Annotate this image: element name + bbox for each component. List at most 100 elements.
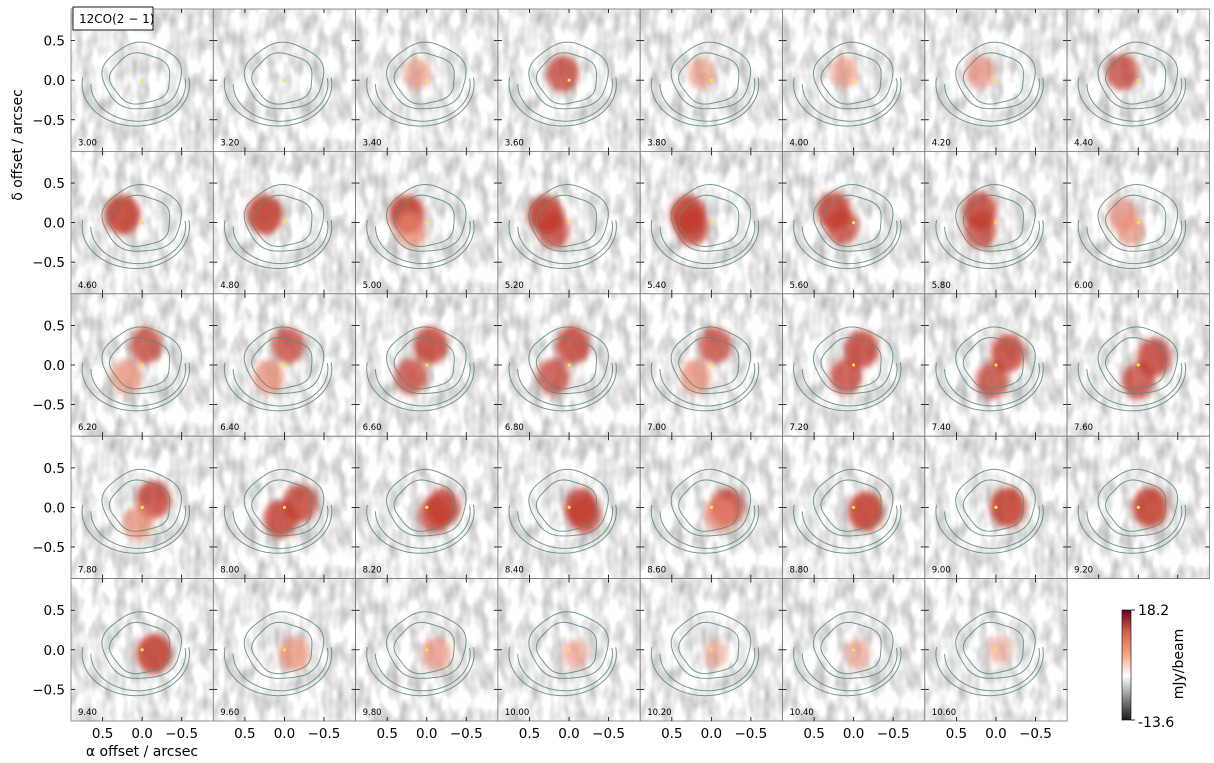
channel-panel: 8.40 bbox=[498, 436, 640, 578]
emission-blob bbox=[848, 491, 884, 531]
x-tick-label: 0.5 bbox=[234, 726, 255, 742]
channel-velocity-label: 8.20 bbox=[363, 566, 382, 576]
channel-velocity-label: 4.20 bbox=[932, 138, 951, 148]
channel-velocity-label: 5.80 bbox=[932, 281, 951, 291]
channel-velocity-label: 4.40 bbox=[1074, 138, 1093, 148]
x-axis-label: α offset / arcsec bbox=[86, 744, 198, 760]
channel-panel: 3.20 bbox=[213, 9, 355, 151]
x-tick-label: 0.5 bbox=[661, 726, 682, 742]
y-tick-label: −0.5 bbox=[32, 682, 65, 698]
star-marker bbox=[1137, 506, 1140, 509]
star-marker bbox=[141, 648, 144, 651]
y-tick-label: 0.5 bbox=[44, 34, 65, 50]
channel-velocity-label: 7.00 bbox=[647, 423, 666, 433]
y-tick-label: −0.5 bbox=[32, 398, 65, 414]
channel-velocity-label: 6.00 bbox=[1074, 281, 1093, 291]
channel-panel: 5.00 bbox=[356, 151, 498, 293]
channel-panel: 8.60 bbox=[640, 436, 782, 578]
y-tick-label: 0.0 bbox=[44, 73, 65, 89]
channel-velocity-label: 8.60 bbox=[647, 566, 666, 576]
y-tick-label: 0.0 bbox=[44, 643, 65, 659]
colorbar-gradient bbox=[1122, 610, 1131, 720]
x-tick-label: 0.0 bbox=[701, 726, 722, 742]
emission-blob bbox=[703, 639, 728, 668]
channel-velocity-label: 5.00 bbox=[363, 281, 382, 291]
channel-velocity-label: 10.60 bbox=[932, 708, 956, 718]
channel-panel: 3.60 bbox=[498, 9, 640, 151]
emission-blob bbox=[395, 213, 426, 248]
star-marker bbox=[568, 648, 571, 651]
colorbar-min-label: -13.6 bbox=[1138, 715, 1174, 731]
channel-velocity-label: 4.80 bbox=[220, 281, 239, 291]
emission-blob bbox=[537, 359, 570, 396]
emission-blob bbox=[272, 327, 305, 364]
x-tick-label: 0.0 bbox=[274, 726, 295, 742]
star-marker bbox=[425, 648, 428, 651]
emission-blob bbox=[395, 359, 428, 396]
channel-panel: 5.40 bbox=[640, 151, 782, 293]
channel-panel: 7.00 bbox=[640, 294, 782, 436]
channel-velocity-label: 8.00 bbox=[220, 566, 239, 576]
channel-velocity-label: 6.80 bbox=[505, 423, 524, 433]
emission-blob bbox=[136, 634, 172, 674]
x-tick-label: −0.5 bbox=[877, 726, 910, 742]
channel-velocity-label: 6.20 bbox=[78, 423, 97, 433]
channel-panel: 9.00 bbox=[925, 436, 1067, 578]
channel-panel: 10.40 0.5 0.0 −0.5 bbox=[783, 579, 925, 742]
channel-panel: 9.60 0.5 0.0 −0.5 bbox=[213, 579, 355, 742]
x-tick-label: −0.5 bbox=[1019, 726, 1052, 742]
y-tick-label: −0.5 bbox=[32, 255, 65, 271]
channel-velocity-label: 10.00 bbox=[505, 708, 529, 718]
channel-panel: 8.80 bbox=[783, 436, 925, 578]
channel-panel: 4.20 bbox=[925, 9, 1067, 151]
x-tick-label: 0.0 bbox=[985, 726, 1006, 742]
star-marker bbox=[1137, 79, 1140, 82]
channel-velocity-label: 9.80 bbox=[363, 708, 382, 718]
x-tick-label: 0.5 bbox=[92, 726, 113, 742]
star-marker bbox=[852, 506, 855, 509]
channel-panel: 7.40 bbox=[925, 294, 1067, 436]
channel-velocity-label: 6.60 bbox=[363, 423, 382, 433]
channel-panel: 4.00 bbox=[783, 9, 925, 151]
y-tick-label: −0.5 bbox=[32, 113, 65, 129]
channel-velocity-label: 7.80 bbox=[78, 566, 97, 576]
line-label-text: 12CO(2 − 1) bbox=[79, 12, 154, 26]
star-marker bbox=[710, 363, 713, 366]
star-marker bbox=[283, 221, 286, 224]
emission-blob bbox=[829, 359, 862, 396]
channel-panel: 5.60 bbox=[783, 151, 925, 293]
channel-velocity-label: 3.80 bbox=[647, 138, 666, 148]
channel-velocity-label: 3.60 bbox=[505, 138, 524, 148]
channel-velocity-label: 10.40 bbox=[790, 708, 814, 718]
channel-panel: 10.200.5 0.0 −0.5 bbox=[640, 579, 782, 742]
colorbar-unit-label: mJy/beam bbox=[1171, 629, 1187, 700]
channel-velocity-label: 7.60 bbox=[1074, 423, 1093, 433]
x-tick-label: −0.5 bbox=[592, 726, 625, 742]
star-marker bbox=[283, 79, 286, 82]
star-marker bbox=[425, 221, 428, 224]
star-marker bbox=[710, 648, 713, 651]
x-tick-label: −0.5 bbox=[308, 726, 341, 742]
star-marker bbox=[994, 648, 997, 651]
emission-blob bbox=[546, 56, 579, 93]
x-tick-label: −0.5 bbox=[734, 726, 767, 742]
y-tick-label: 0.0 bbox=[44, 358, 65, 374]
channel-panel: 7.20 bbox=[783, 294, 925, 436]
star-marker bbox=[852, 79, 855, 82]
channel-velocity-label: 5.60 bbox=[790, 281, 809, 291]
channel-panel: 8.20 bbox=[356, 436, 498, 578]
x-tick-label: 0.0 bbox=[131, 726, 152, 742]
y-tick-label: 0.5 bbox=[44, 318, 65, 334]
channel-panels: 3.00 0.5 0.0 −0.5 3.20 3.40 3.60 3.80 4.00 4.20 4.… bbox=[32, 7, 1209, 742]
star-marker bbox=[852, 648, 855, 651]
channel-panel: 5.20 bbox=[498, 151, 640, 293]
star-marker bbox=[568, 363, 571, 366]
channel-panel: 8.00 bbox=[213, 436, 355, 578]
star-marker bbox=[425, 506, 428, 509]
channel-velocity-label: 5.40 bbox=[647, 281, 666, 291]
emission-blob bbox=[704, 498, 735, 533]
y-tick-label: 0.5 bbox=[44, 461, 65, 477]
channel-panel: 9.20 bbox=[1067, 436, 1209, 578]
channel-velocity-label: 7.40 bbox=[932, 423, 951, 433]
x-tick-label: 0.0 bbox=[416, 726, 437, 742]
